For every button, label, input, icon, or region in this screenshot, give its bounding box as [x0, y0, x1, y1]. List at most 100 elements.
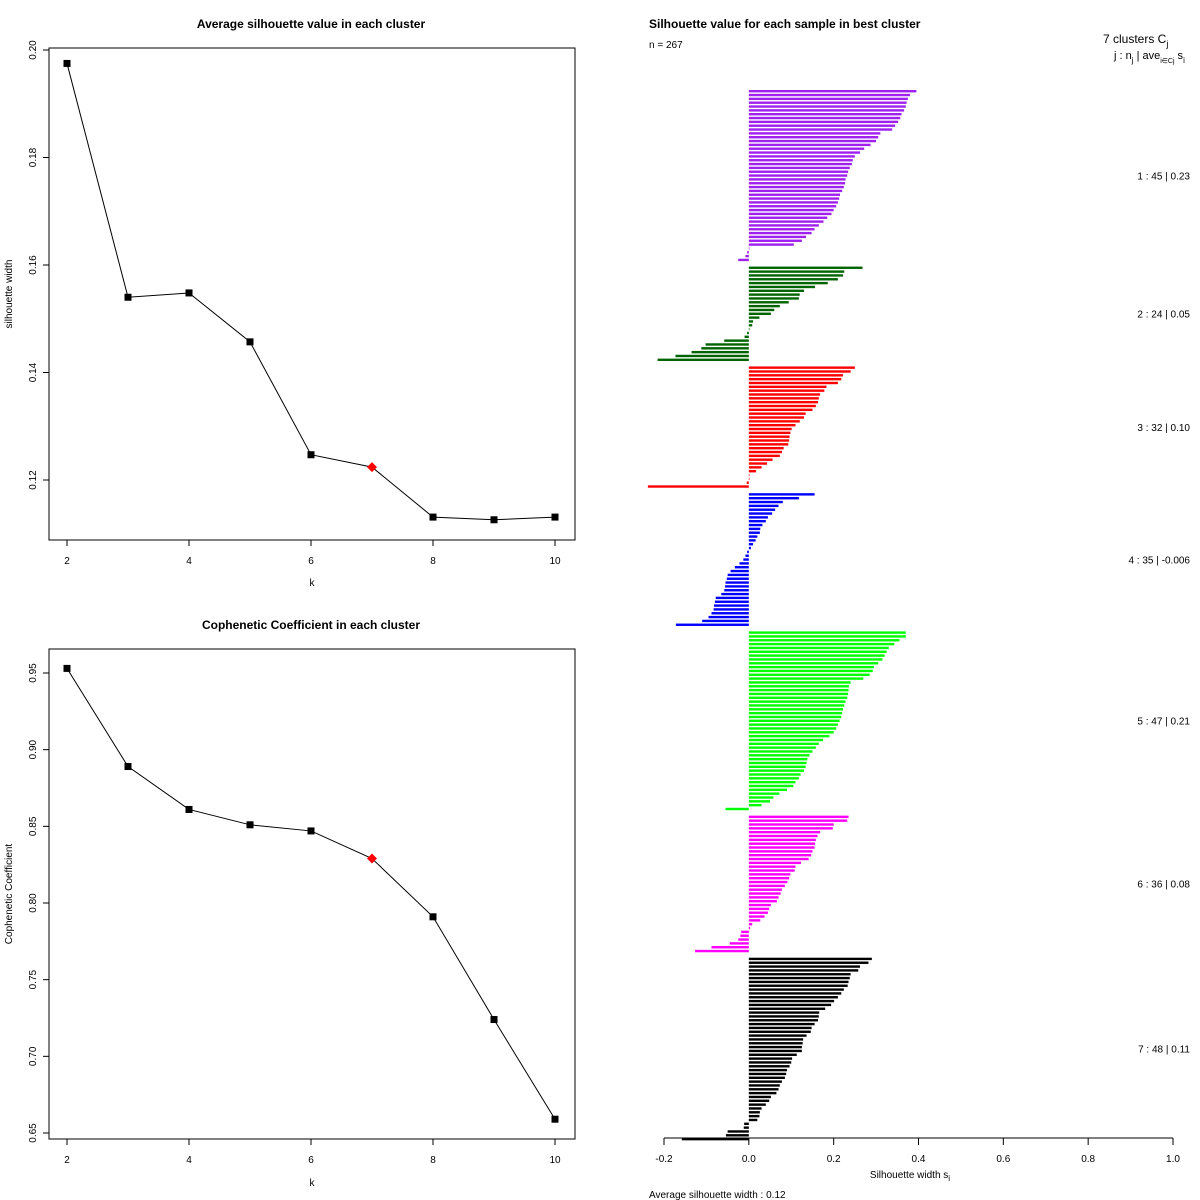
silhouette-bar: [748, 320, 754, 323]
silhouette-bar: [748, 711, 843, 715]
silhouette-bar: [748, 1091, 777, 1095]
silhouette-bar: [748, 147, 865, 150]
cophenetic-point: [185, 805, 193, 813]
silhouette-bar: [748, 366, 855, 369]
silhouette-bar: [725, 807, 749, 811]
silhouette-bar: [748, 704, 845, 707]
silhouette-xtick-label: 10: [549, 556, 561, 567]
silhouette-bar: [748, 324, 753, 327]
cophenetic-ytick-label: 0.95: [28, 663, 39, 683]
silhouette-bar: [748, 1076, 785, 1079]
silhouette-bar: [748, 976, 850, 980]
silhouette-bar: [748, 316, 760, 319]
bar-xlabel: Silhouette width si: [870, 1170, 950, 1183]
silhouette-bar: [748, 520, 766, 523]
silhouette-bar: [748, 1038, 804, 1041]
silhouette-bar: [748, 508, 776, 511]
silhouette-bar: [743, 1126, 749, 1129]
silhouette-bar: [748, 1107, 762, 1110]
silhouette-point-highlight: [367, 462, 377, 473]
silhouette-bar: [748, 446, 784, 450]
silhouette-bar: [675, 623, 749, 626]
silhouette-bar: [748, 715, 842, 719]
silhouette-bar: [748, 696, 848, 699]
silhouette-bar: [748, 285, 816, 289]
silhouette-bar: [748, 270, 845, 273]
cophenetic-point: [246, 821, 254, 829]
silhouette-bar: [748, 857, 809, 861]
silhouette-bar: [748, 677, 864, 680]
bar-xtick-label: 1.0: [1166, 1154, 1180, 1165]
silhouette-bar: [748, 247, 750, 250]
silhouette-bar: [748, 512, 773, 515]
silhouette-bar: [748, 896, 779, 899]
silhouette-bar: [748, 228, 815, 231]
bar-xtick-label: -0.2: [655, 1154, 673, 1165]
silhouette-bar: [748, 823, 834, 826]
silhouette-bar: [748, 281, 828, 285]
silhouette-bar: [748, 903, 771, 907]
cophenetic-point: [307, 827, 315, 835]
silhouette-bar: [748, 1061, 792, 1064]
silhouette-point: [246, 338, 254, 346]
silhouette-bar: [748, 708, 843, 711]
silhouette-bar: [748, 984, 848, 987]
cophenetic-xtick-label: 2: [64, 1155, 70, 1166]
silhouette-bar: [715, 596, 749, 600]
silhouette-bar: [748, 393, 821, 396]
cophenetic-ytick-label: 0.70: [28, 1046, 39, 1066]
silhouette-bar: [725, 1134, 749, 1137]
silhouette-bar: [748, 312, 771, 315]
silhouette-bar: [748, 377, 842, 381]
silhouette-bar: [748, 201, 838, 204]
silhouette-bar: [748, 408, 813, 412]
silhouette-bar: [748, 1114, 760, 1118]
silhouette-bar: [748, 212, 832, 216]
silhouette-bar: [748, 738, 824, 742]
silhouette-bar: [748, 109, 905, 112]
silhouette-bar: [748, 700, 846, 703]
silhouette-bar: [713, 608, 749, 611]
bar-xtick-label: 0.0: [742, 1154, 756, 1165]
silhouette-bar: [748, 1030, 811, 1033]
silhouette-bar: [748, 454, 780, 458]
silhouette-bar: [748, 404, 816, 408]
silhouette-bar: [748, 780, 796, 784]
silhouette-bar: [748, 462, 768, 465]
silhouette-bar: [748, 777, 799, 780]
silhouette-bar: [724, 339, 749, 342]
silhouette-bar: [748, 750, 813, 753]
silhouette-bar: [748, 1049, 802, 1053]
silhouette-bar: [708, 615, 749, 619]
silhouette-plot-frame: [48, 47, 576, 541]
silhouette-bar: [748, 792, 780, 795]
silhouette-bar: [748, 727, 837, 730]
silhouette-bar: [748, 370, 851, 373]
silhouette-point: [63, 59, 71, 67]
silhouette-bar: [748, 973, 851, 976]
bar-xtick-label: 0.8: [1081, 1154, 1095, 1165]
bar-xtick-label: 0.2: [827, 1154, 841, 1165]
silhouette-bar: [748, 443, 789, 446]
silhouette-bar: [748, 869, 795, 872]
silhouette-bar: [748, 458, 773, 461]
silhouette-bar: [681, 1137, 749, 1141]
silhouette-bar: [748, 1084, 780, 1087]
silhouette-bar: [726, 577, 749, 580]
silhouette-bar: [748, 224, 819, 227]
silhouette-bar: [748, 1099, 770, 1102]
silhouette-bar: [748, 969, 859, 972]
silhouette-bar: [748, 231, 812, 235]
silhouette-bar: [748, 1045, 802, 1049]
silhouette-bar: [748, 139, 877, 143]
silhouette-bar: [748, 658, 883, 661]
silhouette-bar: [748, 996, 838, 999]
silhouette-bar: [748, 1022, 815, 1026]
silhouette-bar: [748, 304, 780, 308]
silhouette-bar: [748, 957, 872, 961]
silhouette-bar: [748, 159, 853, 162]
silhouette-bar: [725, 585, 749, 588]
cophenetic-series-line: [66, 668, 556, 1120]
silhouette-bar: [748, 301, 789, 304]
silhouette-bar: [748, 681, 851, 684]
